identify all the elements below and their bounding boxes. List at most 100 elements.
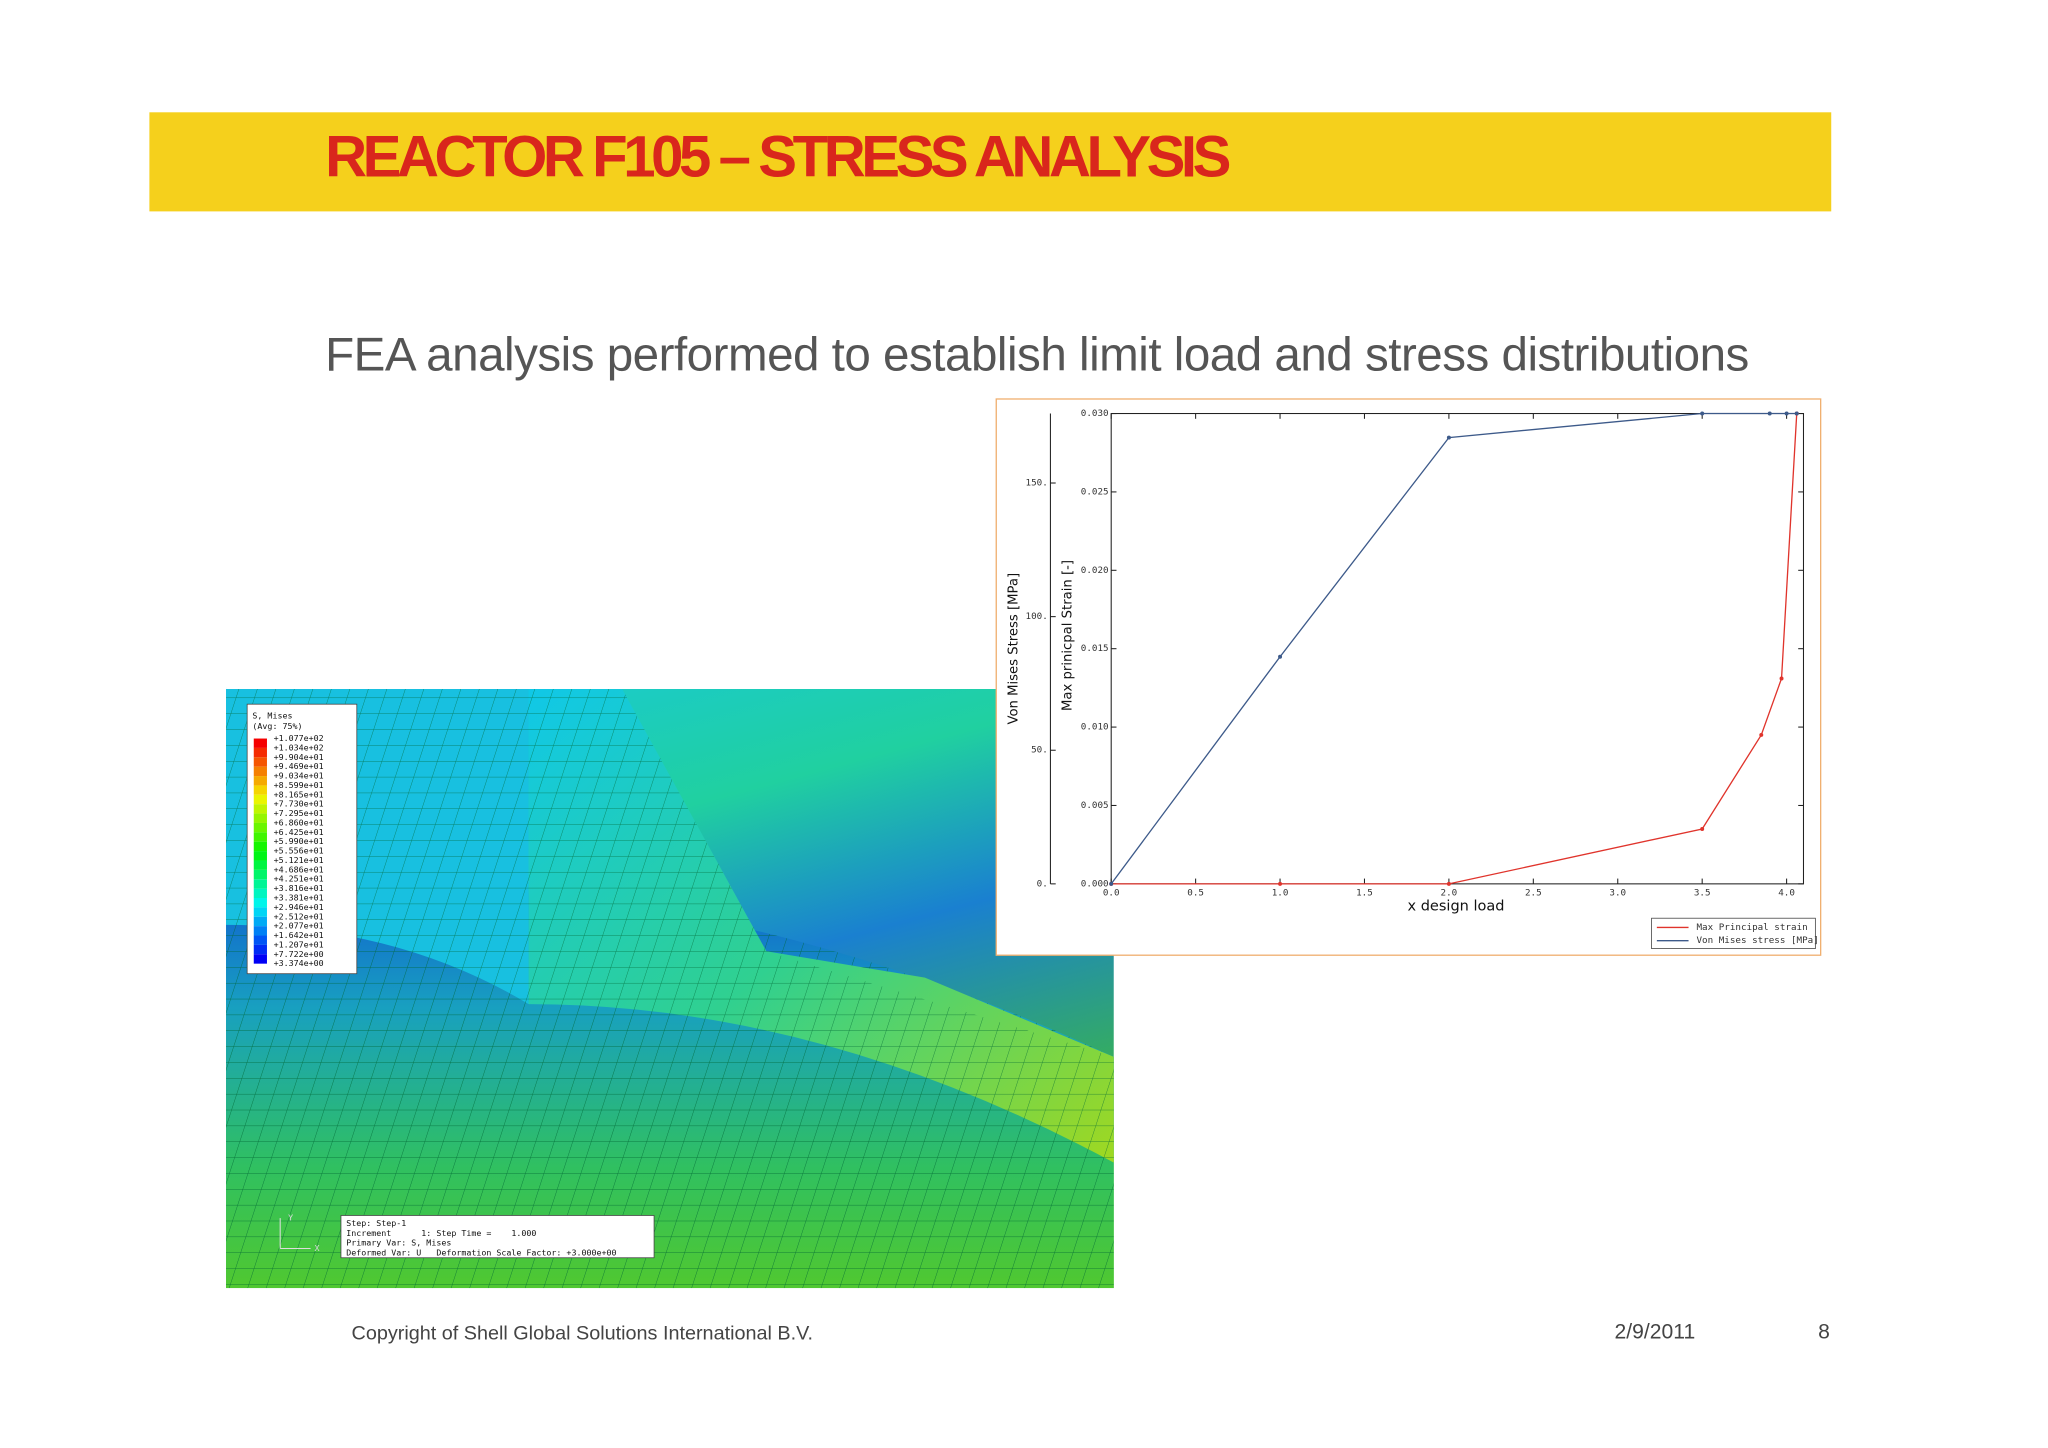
contour-swatch (253, 888, 267, 898)
contour-swatch (253, 916, 267, 927)
info-line: Deformed Var: U Deformation Scale Factor… (346, 1248, 616, 1258)
series-point (1278, 654, 1283, 659)
x-tick-label: 1.5 (1356, 888, 1373, 899)
contour-value: +2.077e+01 (274, 921, 324, 931)
series-point (1794, 411, 1799, 416)
y2-tick-label: 0.025 (1081, 486, 1109, 497)
y-axis-label: Von Mises Stress [MPa] (1006, 573, 1021, 725)
contour-swatch (253, 907, 267, 917)
contour-value: +1.207e+01 (274, 939, 324, 949)
contour-swatch (253, 841, 267, 852)
contour-legend-title: S, Mises (252, 711, 292, 721)
contour-swatch (253, 869, 267, 880)
info-line: Primary Var: S, Mises (346, 1238, 451, 1248)
contour-value: +6.860e+01 (274, 817, 324, 827)
info-box (340, 1215, 655, 1259)
fea-image (226, 687, 1114, 1289)
x-tick-label: 2.0 (1441, 888, 1458, 899)
chart-frame (995, 398, 1822, 956)
legend-label: Max Principal strain (1696, 922, 1807, 933)
y2-tick-label: 0.005 (1081, 800, 1109, 811)
y-tick-label: 0. (1037, 878, 1048, 889)
contour-swatch (253, 897, 267, 908)
y2-axis-label: Max prinicpal Strain [-] (1061, 560, 1076, 711)
contour-value: +1.034e+02 (274, 742, 324, 752)
contour-swatch (253, 766, 267, 777)
contour-swatch (253, 747, 267, 758)
nozzle-mesh (226, 687, 1114, 1163)
x-tick-label: 1.0 (1272, 888, 1289, 899)
contour-swatch (253, 926, 267, 936)
contour-value: +2.946e+01 (274, 902, 324, 912)
contour-value: +5.121e+01 (274, 855, 324, 865)
series-point (1759, 732, 1764, 737)
series-point (1109, 881, 1114, 886)
contour-swatch (253, 738, 267, 748)
series-point (1784, 411, 1789, 416)
contour-swatch (253, 944, 267, 955)
contour-legend: +1.077e+02+1.034e+02+9.904e+01+9.469e+01… (253, 733, 324, 968)
contour-swatch (253, 794, 267, 805)
contour-value: +3.381e+01 (274, 892, 324, 902)
contour-value: +7.295e+01 (274, 808, 324, 818)
y-tick-label: 100. (1026, 611, 1048, 622)
contour-swatch (253, 813, 267, 823)
y2-tick-label: 0.000 (1081, 878, 1109, 889)
contour-value: +5.556e+01 (274, 846, 324, 856)
contour-value: +1.077e+02 (274, 733, 324, 743)
legend-label: Von Mises stress [MPa] (1696, 935, 1818, 946)
info-line: Increment 1: Step Time = 1.000 (346, 1228, 536, 1238)
slide-title: REACTOR F105 – STRESS ANALYSIS (325, 125, 1231, 190)
y2-tick-label: 0.030 (1081, 408, 1109, 419)
contour-value: +7.730e+01 (274, 799, 324, 809)
copyright: Copyright of Shell Global Solutions Inte… (352, 1323, 813, 1345)
legend-box (1651, 917, 1816, 949)
series-point (1767, 411, 1772, 416)
info-line: Step: Step-1 (346, 1218, 406, 1228)
y-tick-label: 50. (1031, 745, 1048, 756)
contour-swatch (253, 832, 267, 842)
y2-tick-label: 0.015 (1081, 643, 1109, 654)
contour-swatch (253, 851, 267, 861)
x-axis-label: x design load (1408, 898, 1505, 914)
y2-tick-label: 0.020 (1081, 565, 1109, 576)
contour-value: +7.722e+00 (274, 949, 324, 959)
series-point (1446, 881, 1451, 886)
x-tick-label: 4.0 (1778, 888, 1795, 899)
contour-value: +6.425e+01 (274, 827, 324, 837)
triad-y: Y (288, 1213, 293, 1223)
contour-value: +8.599e+01 (274, 780, 324, 790)
x-tick-label: 0.5 (1187, 888, 1204, 899)
contour-swatch (253, 935, 267, 945)
page-number: 8 (1818, 1321, 1830, 1344)
subtitle: FEA analysis performed to establish limi… (325, 329, 1749, 382)
contour-value: +5.990e+01 (274, 836, 324, 846)
contour-value: +2.512e+01 (274, 911, 324, 921)
contour-swatch (253, 776, 267, 786)
x-tick-label: 3.5 (1694, 888, 1711, 899)
y-tick-label: 150. (1026, 478, 1048, 489)
contour-value: +1.642e+01 (274, 930, 324, 940)
contour-swatch (253, 804, 267, 814)
contour-swatch (253, 785, 267, 795)
contour-value: +4.251e+01 (274, 874, 324, 884)
contour-value: +9.904e+01 (274, 752, 324, 762)
contour-legend-subtitle: (Avg: 75%) (252, 721, 302, 731)
date: 2/9/2011 (1615, 1321, 1696, 1344)
contour-swatch (253, 757, 267, 767)
contour-swatch (253, 822, 267, 833)
y2-tick-label: 0.010 (1081, 722, 1109, 733)
series-point (1700, 411, 1705, 416)
contour-value: +8.165e+01 (274, 789, 324, 799)
contour-swatch (253, 860, 267, 870)
contour-value: +9.034e+01 (274, 771, 324, 781)
contour-value: +4.686e+01 (274, 864, 324, 874)
x-tick-label: 3.0 (1609, 888, 1626, 899)
triad-x: X (315, 1243, 320, 1253)
series-point (1779, 676, 1784, 681)
contour-swatch (253, 879, 267, 889)
x-tick-label: 0.0 (1103, 888, 1120, 899)
contour-value: +9.469e+01 (274, 761, 324, 771)
x-tick-label: 2.5 (1525, 888, 1542, 899)
